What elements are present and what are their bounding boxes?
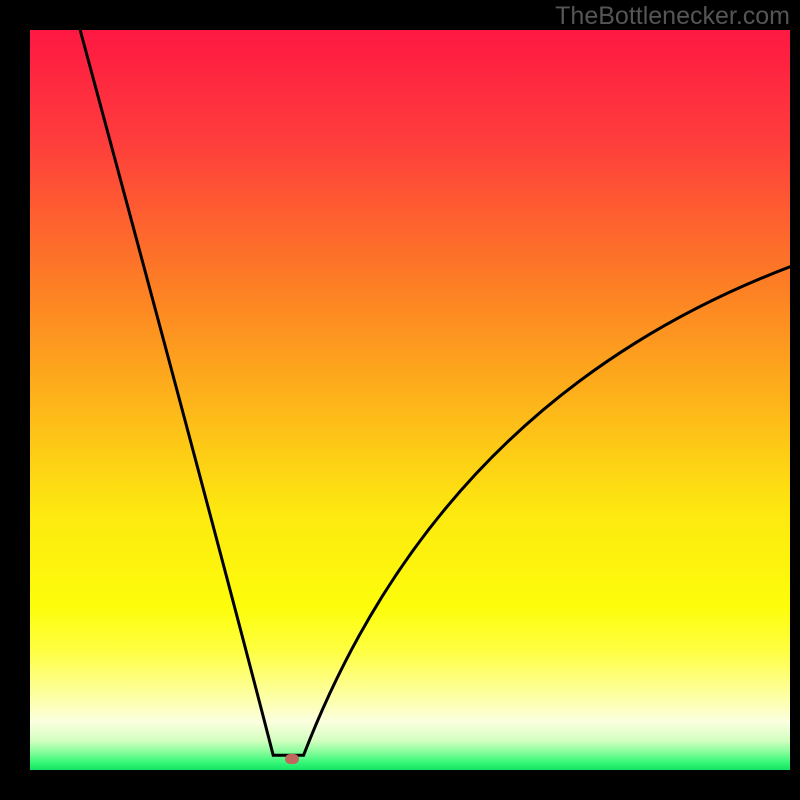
optimal-point-marker <box>285 754 299 764</box>
chart-container: TheBottlenecker.com <box>0 0 800 800</box>
watermark-text: TheBottlenecker.com <box>555 2 790 31</box>
bottleneck-curve <box>30 30 790 770</box>
